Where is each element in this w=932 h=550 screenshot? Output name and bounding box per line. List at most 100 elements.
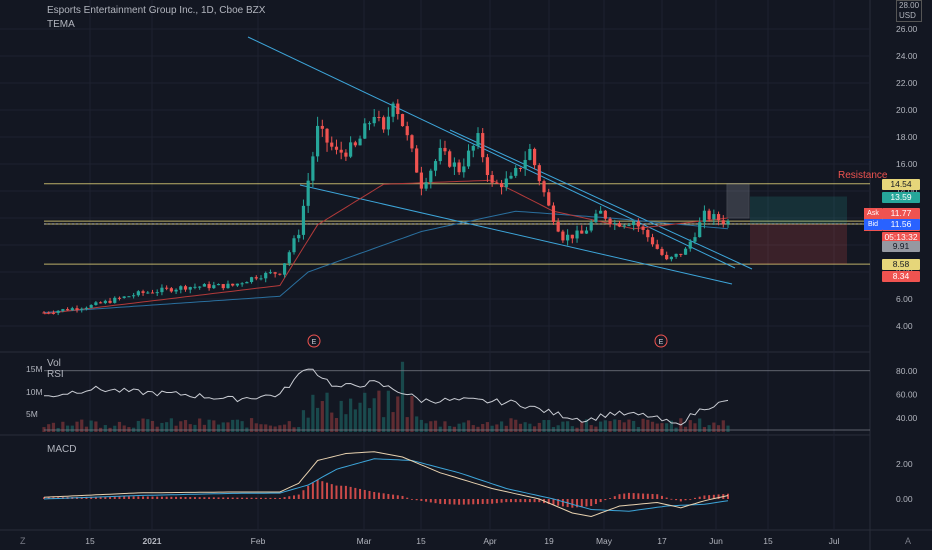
candle-body (679, 253, 683, 255)
macd-histogram-bar (175, 496, 178, 499)
candle-body (452, 162, 456, 167)
rsi-tick-label: 80.00 (896, 366, 918, 376)
candle-body (547, 192, 551, 206)
macd-histogram-bar (226, 497, 229, 499)
volume-bar (580, 422, 584, 432)
volume-bar (528, 423, 532, 432)
candle-body (349, 142, 353, 157)
volume-bar (589, 425, 593, 432)
volume-bar (70, 425, 74, 432)
chart-title: Esports Entertainment Group Inc., 1D, Cb… (47, 5, 266, 16)
candle-body (117, 297, 122, 299)
moving-average-slow (43, 210, 729, 313)
candle-body (386, 116, 390, 130)
macd-histogram-bar (524, 499, 527, 503)
volume-bar (566, 421, 570, 432)
candle-body (268, 272, 273, 274)
macd-histogram-bar (109, 496, 112, 499)
candle-body (665, 254, 669, 260)
candle-body (282, 263, 287, 275)
candle-body (650, 237, 655, 245)
volume-bar (254, 423, 258, 432)
candle-body (532, 148, 537, 166)
macd-histogram-bar (679, 499, 682, 502)
corner-right-label[interactable]: A (905, 536, 912, 546)
macd-histogram-bar (297, 494, 300, 499)
macd-histogram-bar (250, 497, 253, 499)
volume-bar (419, 419, 423, 432)
macd-histogram-bar (689, 499, 692, 500)
candle-body (169, 288, 173, 292)
candle-body (240, 283, 244, 285)
price-badge: 11.56 (882, 218, 920, 230)
volume-bar (608, 421, 612, 432)
macd-histogram-bar (354, 487, 357, 499)
candle-body (75, 308, 79, 310)
candle-body (103, 300, 107, 304)
volume-bar (476, 426, 480, 432)
candle-body (551, 205, 556, 222)
candle-body (528, 148, 532, 160)
candle-body (216, 284, 221, 286)
price-badge: 9.91 (882, 241, 920, 253)
candle-body (108, 300, 112, 303)
candle-body (99, 302, 103, 304)
macd-histogram-bar (208, 497, 211, 499)
macd-histogram-bar (231, 497, 234, 499)
macd-histogram-bar (43, 497, 45, 499)
candle-body (627, 225, 631, 227)
candle-body (433, 161, 438, 171)
candle-body (42, 312, 46, 314)
volume-bar (504, 425, 508, 432)
candle-body (613, 223, 617, 225)
macd-histogram-bar (293, 495, 296, 499)
volume-bar (707, 425, 711, 432)
macd-histogram-bar (458, 499, 461, 505)
volume-bar (216, 424, 221, 432)
candle-body (122, 296, 126, 298)
macd-histogram-bar (151, 496, 154, 499)
volume-bar (334, 418, 339, 432)
candle-body (499, 182, 504, 188)
candle-body (70, 308, 74, 311)
macd-histogram-bar (491, 499, 494, 504)
macd-histogram-bar (571, 499, 574, 508)
volume-bar (532, 426, 537, 432)
volume-bar (683, 426, 688, 432)
candle-body (660, 248, 664, 255)
candle-body (466, 150, 471, 167)
candle-body (80, 308, 84, 310)
candle-body (438, 147, 442, 162)
volume-bar (599, 421, 603, 432)
macd-histogram-bar (552, 499, 555, 505)
earnings-marker-circle (307, 334, 321, 348)
macd-histogram-bar (609, 498, 612, 499)
macd-histogram-bar (684, 499, 687, 501)
resistance-label: Resistance (838, 170, 888, 181)
macd-histogram-bar (443, 499, 446, 505)
macd-histogram-bar (637, 493, 640, 499)
currency-badge[interactable]: 28.00 USD (896, 0, 923, 22)
candle-body (245, 282, 249, 284)
candle-body (636, 221, 640, 227)
macd-histogram-bar (85, 496, 88, 499)
candle-body (674, 253, 678, 257)
candle-body (212, 285, 216, 289)
candle-body (334, 146, 339, 150)
macd-histogram-bar (363, 489, 366, 499)
macd-histogram-bar (703, 495, 706, 499)
macd-histogram-bar (236, 497, 239, 499)
corner-left-label[interactable]: Z (20, 536, 26, 546)
candle-body (523, 159, 527, 169)
candle-body (132, 295, 136, 297)
volume-bar (660, 423, 664, 432)
volume-bar (183, 420, 188, 432)
candle-body (622, 225, 626, 227)
candle-body (235, 283, 240, 286)
volume-pane-label: Vol (47, 358, 61, 369)
candle-body (301, 205, 306, 235)
candle-body (51, 312, 56, 314)
volume-bar (89, 420, 93, 432)
